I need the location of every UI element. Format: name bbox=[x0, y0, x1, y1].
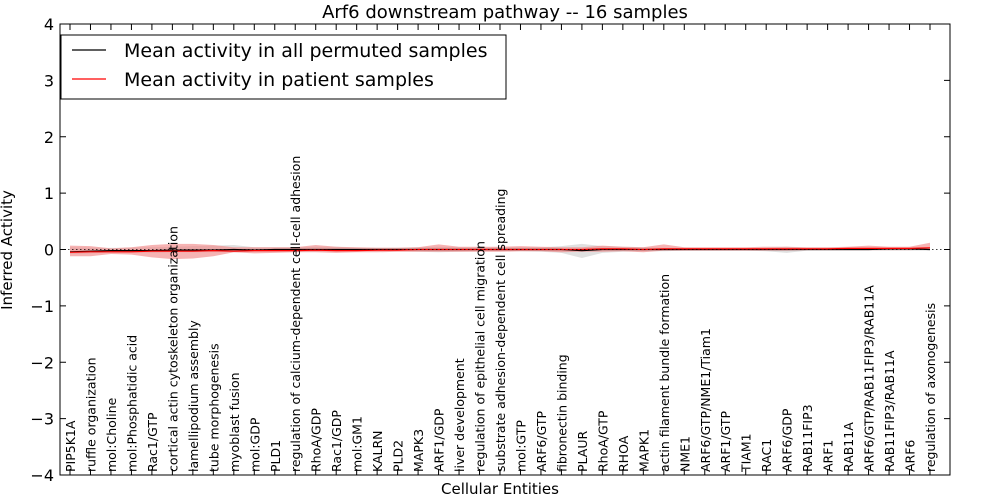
y-tick-label: 3 bbox=[44, 71, 54, 90]
x-tick-label: MAPK1 bbox=[636, 429, 651, 472]
x-tick-label: mol:GDP bbox=[247, 417, 262, 472]
confidence-bands bbox=[70, 242, 930, 260]
x-tick-label: substrate adhesion-dependent cell spread… bbox=[493, 189, 508, 472]
x-tick-label: PLD2 bbox=[391, 440, 406, 472]
x-tick-label: cortical actin cytoskeleton organization bbox=[165, 226, 180, 472]
x-tick-label: ARF6 bbox=[903, 440, 918, 472]
y-tick-label: 1 bbox=[44, 184, 54, 203]
x-tick-label: ARF1/GDP bbox=[432, 408, 447, 472]
x-tick-label: RAB11A bbox=[841, 422, 856, 472]
x-tick-label: RAB11FIP3 bbox=[800, 404, 815, 472]
y-tick-label: 4 bbox=[44, 15, 54, 34]
x-tick-label: RhoA/GTP bbox=[595, 410, 610, 472]
x-tick-label: RAB11FIP3/RAB11A bbox=[882, 350, 897, 472]
x-tick-label: RhoA/GDP bbox=[309, 408, 324, 472]
x-axis-label: Cellular Entities bbox=[441, 480, 559, 498]
y-tick-label: 2 bbox=[44, 128, 54, 147]
x-tick-label: regulation of calcium-dependent cell-cel… bbox=[288, 156, 303, 472]
y-axis-ticks: −4 −3 −2 −1 0 1 2 3 4 bbox=[30, 15, 950, 485]
x-axis-ticks: PIP5K1A ruffle organization mol:Choline mol… bbox=[63, 24, 938, 475]
y-tick-label: −3 bbox=[30, 410, 54, 429]
x-tick-label: myoblast fusion bbox=[227, 372, 242, 472]
y-tick-label: 0 bbox=[44, 241, 54, 260]
x-tick-label: liver development bbox=[452, 358, 467, 472]
chart-title: Arf6 downstream pathway -- 16 samples bbox=[322, 2, 688, 23]
x-tick-label: PLD1 bbox=[268, 440, 283, 472]
x-tick-label: mol:GM1 bbox=[350, 416, 365, 472]
x-tick-label: tube morphogenesis bbox=[206, 343, 221, 472]
x-tick-label: regulation of epithelial cell migration bbox=[473, 241, 488, 472]
x-tick-label: RAC1 bbox=[759, 439, 774, 472]
x-tick-label: regulation of axonogenesis bbox=[923, 303, 938, 472]
y-tick-label: −4 bbox=[30, 466, 54, 485]
x-tick-label: ARF6/GTP/RAB11FIP3/RAB11A bbox=[862, 285, 877, 472]
legend-box bbox=[60, 34, 507, 100]
x-tick-label: PIP5K1A bbox=[63, 420, 78, 472]
x-tick-label: ruffle organization bbox=[83, 357, 98, 472]
x-tick-label: RHOA bbox=[616, 435, 631, 472]
x-tick-label: mol:GTP bbox=[513, 420, 528, 472]
plot-frame bbox=[59, 23, 951, 476]
x-tick-label: Rac1/GDP bbox=[329, 410, 344, 472]
x-tick-label: ARF1/GTP bbox=[718, 411, 733, 472]
x-tick-label: PLAUR bbox=[575, 431, 590, 472]
y-axis-label: Inferred Activity bbox=[0, 190, 16, 310]
y-tick-label: −1 bbox=[30, 297, 54, 316]
x-tick-label: MAPK3 bbox=[411, 429, 426, 472]
series-band-1 bbox=[70, 242, 930, 260]
x-tick-label: mol:Phosphatidic acid bbox=[124, 335, 139, 472]
x-tick-label: ARF6/GDP bbox=[780, 408, 795, 472]
x-tick-label: mol:Choline bbox=[104, 397, 119, 472]
x-tick-label: TIAM1 bbox=[739, 433, 754, 473]
x-tick-label: fibronectin binding bbox=[554, 354, 569, 472]
legend-label-patient: Mean activity in patient samples bbox=[124, 69, 434, 91]
x-tick-label: KALRN bbox=[370, 430, 385, 472]
x-tick-label: Rac1/GTP bbox=[145, 412, 160, 472]
x-tick-label: lamellipodium assembly bbox=[186, 320, 201, 472]
x-tick-label: ARF1 bbox=[821, 440, 836, 472]
x-tick-label: ARF6/GTP/NME1/Tiam1 bbox=[698, 328, 713, 472]
y-tick-label: −2 bbox=[30, 353, 54, 372]
x-tick-label: actin filament bundle formation bbox=[657, 274, 672, 472]
legend-label-permuted: Mean activity in all permuted samples bbox=[124, 40, 487, 62]
legend: Mean activity in all permuted samples Me… bbox=[60, 34, 507, 100]
x-tick-label: NME1 bbox=[677, 436, 692, 472]
x-tick-label: ARF6/GTP bbox=[534, 411, 549, 472]
